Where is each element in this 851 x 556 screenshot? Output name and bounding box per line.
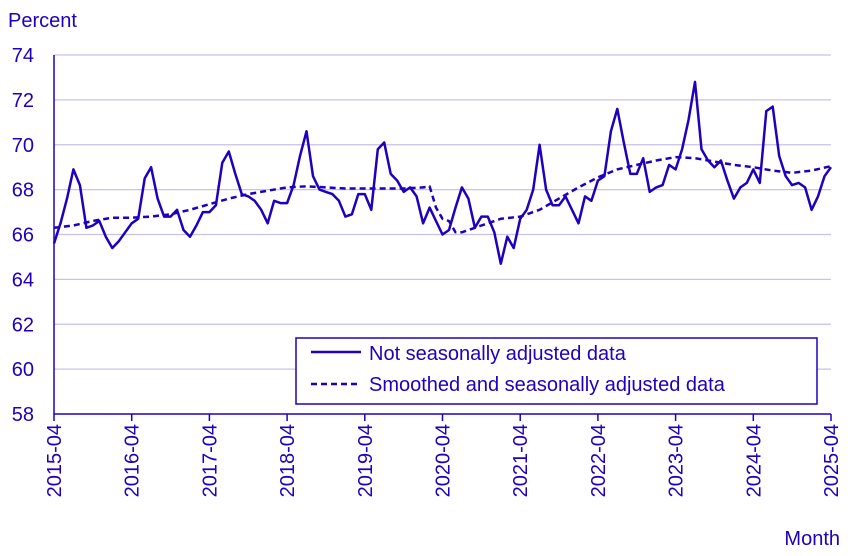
x-tick-label: 2016-04: [122, 424, 144, 497]
x-tick-label: 2025-04: [821, 424, 843, 497]
x-tick-label: 2023-04: [666, 424, 688, 497]
x-tick-label: 2022-04: [588, 424, 610, 497]
x-tick-label: 2018-04: [277, 424, 299, 497]
series-lines: [52, 80, 833, 265]
y-tick-label: 70: [12, 135, 34, 157]
y-tick-label: 58: [12, 404, 34, 426]
series-line-smoothed-seasonally-adjusted: [53, 155, 832, 234]
legend: Not seasonally adjusted data Smoothed an…: [295, 337, 818, 405]
x-tick-label: 2019-04: [355, 424, 377, 497]
y-tick-label: 62: [12, 314, 34, 336]
x-tick-label: 2021-04: [510, 424, 532, 497]
y-tick-label: 64: [12, 269, 34, 291]
x-tick-label: 2017-04: [199, 424, 221, 497]
legend-box: [295, 337, 818, 405]
y-tick-label: 68: [12, 180, 34, 202]
y-tick-label: 66: [12, 225, 34, 247]
axes: 58 60 62 64 66 68 70 72 74 2015-04 2016-04 2017-04 2…: [12, 45, 843, 497]
series-line-not-seasonally-adjusted: [52, 80, 833, 265]
gridlines: [54, 54, 831, 370]
y-tick-label: 72: [12, 90, 34, 112]
y-axis-label: Percent: [8, 10, 77, 32]
x-tick-label: 2015-04: [44, 424, 66, 497]
y-tick-label: 60: [12, 359, 34, 381]
y-tick-label: 74: [12, 45, 34, 67]
x-tick-label: 2024-04: [743, 424, 765, 497]
legend-label-not-seasonally-adjusted: Not seasonally adjusted data: [369, 343, 627, 365]
x-tick-label: 2020-04: [433, 424, 455, 497]
x-axis-label: Month: [784, 528, 840, 550]
legend-label-smoothed-seasonally-adjusted: Smoothed and seasonally adjusted data: [369, 374, 726, 396]
